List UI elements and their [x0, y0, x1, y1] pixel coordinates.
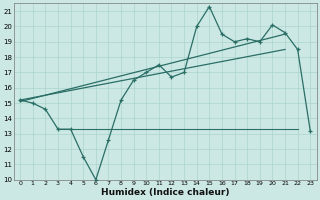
X-axis label: Humidex (Indice chaleur): Humidex (Indice chaleur) — [101, 188, 229, 197]
